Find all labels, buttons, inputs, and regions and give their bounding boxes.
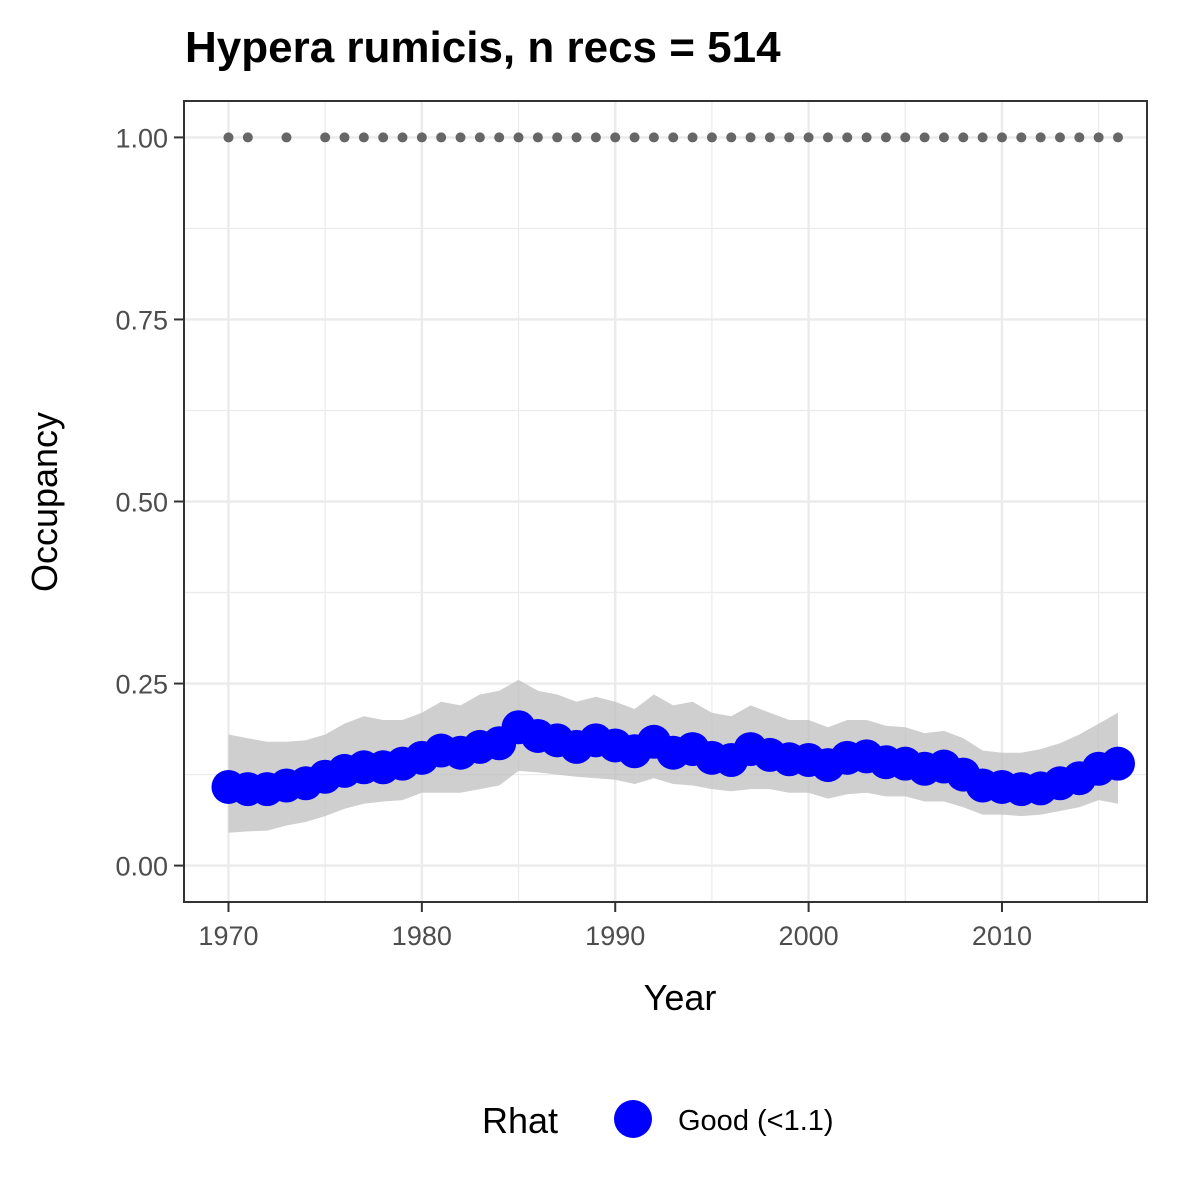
chart-title: Hypera rumicis, n recs = 514 <box>185 23 781 72</box>
occupancy-series <box>211 710 1135 807</box>
legend-title: Rhat <box>482 1100 558 1141</box>
record-point <box>223 132 234 143</box>
record-point <box>687 132 698 143</box>
record-point <box>436 132 447 143</box>
record-point <box>455 132 466 143</box>
record-point <box>242 132 253 143</box>
record-point <box>1054 132 1065 143</box>
record-point <box>1093 132 1104 143</box>
x-tick-label: 1970 <box>198 921 258 951</box>
record-point <box>958 132 969 143</box>
record-point <box>900 132 911 143</box>
record-point <box>668 132 679 143</box>
record-point <box>358 132 369 143</box>
x-tick-label: 2000 <box>779 921 839 951</box>
record-point <box>320 132 331 143</box>
record-markers <box>223 132 1123 143</box>
record-point <box>996 132 1007 143</box>
record-point <box>552 132 563 143</box>
record-point <box>880 132 891 143</box>
record-point <box>803 132 814 143</box>
y-axis-title: Occupancy <box>24 412 65 592</box>
y-tick-label: 0.00 <box>115 852 168 882</box>
legend-key-good <box>614 1100 652 1138</box>
x-tick-label: 1980 <box>392 921 452 951</box>
record-point <box>416 132 427 143</box>
axes: 0.00 0.25 0.50 0.75 1.00 1970 1980 1990 2000 2010 <box>115 123 1032 951</box>
legend-label-good: Good (<1.1) <box>678 1105 834 1137</box>
y-tick-label: 0.50 <box>115 488 168 518</box>
record-point <box>532 132 543 143</box>
record-point <box>571 132 582 143</box>
record-point <box>861 132 872 143</box>
record-point <box>610 132 621 143</box>
record-point <box>513 132 524 143</box>
record-point <box>706 132 717 143</box>
x-tick-label: 2010 <box>972 921 1032 951</box>
record-point <box>397 132 408 143</box>
y-tick-label: 0.25 <box>115 670 168 700</box>
record-point <box>919 132 930 143</box>
record-point <box>281 132 292 143</box>
record-point <box>1074 132 1085 143</box>
record-point <box>494 132 505 143</box>
record-point <box>822 132 833 143</box>
record-point <box>938 132 949 143</box>
record-point <box>629 132 640 143</box>
record-point <box>842 132 853 143</box>
record-point <box>1035 132 1046 143</box>
legend: Rhat Good (<1.1) <box>482 1100 834 1141</box>
record-point <box>378 132 389 143</box>
record-point <box>726 132 737 143</box>
record-point <box>1112 132 1123 143</box>
record-point <box>590 132 601 143</box>
x-tick-label: 1990 <box>585 921 645 951</box>
record-point <box>648 132 659 143</box>
record-point <box>474 132 485 143</box>
y-tick-label: 1.00 <box>115 123 168 153</box>
record-point <box>1016 132 1027 143</box>
y-tick-label: 0.75 <box>115 305 168 335</box>
x-axis-title: Year <box>644 977 717 1018</box>
record-point <box>977 132 988 143</box>
record-point <box>339 132 350 143</box>
record-point <box>745 132 756 143</box>
series-point <box>1100 746 1135 781</box>
record-point <box>784 132 795 143</box>
record-point <box>764 132 775 143</box>
